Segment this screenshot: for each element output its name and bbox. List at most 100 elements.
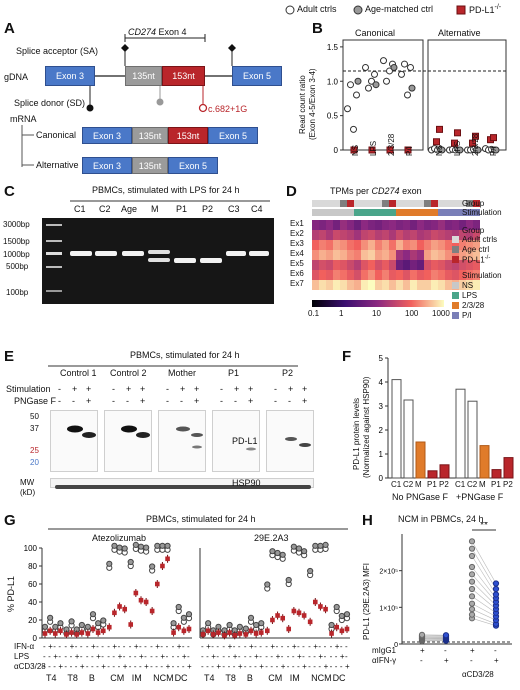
heatmap-cell (382, 230, 389, 240)
panel-g-sign: + (123, 662, 128, 671)
heatmap-cell (326, 270, 333, 280)
panel-f-xlabel: M (479, 480, 486, 489)
panel-g-sign: - (150, 642, 153, 651)
panel-g-sign: + (155, 642, 160, 651)
heatmap-stim-cell (389, 209, 396, 216)
panel-g-sign: - (330, 652, 333, 661)
panel-g-adult-point (101, 618, 106, 623)
splice-acceptor-label: Splice acceptor (SA) (16, 46, 98, 56)
heatmap-stim-cell (347, 209, 354, 216)
panel-g-adult-point (339, 613, 344, 618)
panel-g-adult-point (90, 612, 95, 617)
panel-g-sign: - (160, 642, 163, 651)
panel-h-point (469, 594, 474, 599)
heatmap-cell (333, 230, 340, 240)
legend-adult-label: Adult ctrls (297, 4, 337, 14)
panel-g-sign: + (101, 662, 106, 671)
panel-g-adult-point (144, 545, 149, 550)
legend-swatch (452, 236, 459, 243)
panel-g-sign: - (228, 662, 231, 671)
heatmap-stim-cell (445, 209, 452, 216)
band (191, 433, 203, 437)
heatmap-cell (354, 240, 361, 250)
panel-g-adult-point (150, 564, 155, 569)
panel-g-sign: - (276, 642, 279, 651)
canonical-label: Canonical (36, 130, 76, 140)
panel-g-pd-point (318, 604, 323, 609)
panel-g-sign: + (216, 662, 221, 671)
heatmap-cell (438, 240, 445, 250)
heatmap-cell (452, 270, 459, 280)
mrna-tree-lines (22, 125, 34, 167)
panel-g-sign: + (134, 642, 139, 651)
stim-sign: + (234, 384, 239, 394)
blot-control1-bands (51, 411, 99, 473)
panel-g-adult-point (165, 543, 170, 548)
panel-g-sign: - (222, 642, 225, 651)
panel-g-sign: - (118, 642, 121, 651)
panel-b-pd-point (434, 139, 440, 145)
heatmap-cell (445, 250, 452, 260)
heatmap-stim-cell (438, 209, 445, 216)
heatmap-scale-1: 1 (339, 309, 343, 318)
panel-h-point (469, 572, 474, 577)
mut-dot (200, 105, 207, 112)
panel-g-title: PBMCs, stimulated for 24 h (146, 514, 256, 524)
panel-g-sign: + (160, 652, 165, 661)
panel-g-sign: - (80, 652, 83, 661)
panel-d-title-gene: CD274 (372, 186, 400, 196)
heatmap-cell (424, 270, 431, 280)
heatmap-cell (319, 250, 326, 260)
heatmap-cell (438, 260, 445, 270)
panel-g-sign: - (187, 642, 190, 651)
panel-g-sign: - (292, 652, 295, 661)
canonical-exon5: Exon 5 (208, 127, 258, 144)
heatmap-cell (431, 250, 438, 260)
panel-h-point (443, 633, 448, 638)
panel-g-sign: - (216, 642, 219, 651)
panel-h-row-label: αIFN-γ (372, 656, 396, 665)
heatmap-cell (340, 250, 347, 260)
panel-g-ytick-label: 60 (28, 580, 37, 589)
panel-g-sign: - (324, 652, 327, 661)
panel-f-bar (492, 470, 501, 478)
panel-g-sign: - (233, 662, 236, 671)
heatmap-cell (424, 260, 431, 270)
panel-g-cell-t8: T8 (67, 673, 78, 683)
heatmap-cell (396, 240, 403, 250)
legend-swatch (452, 292, 459, 299)
panel-g-sign: - (177, 652, 180, 661)
heatmap-cell (333, 220, 340, 230)
panel-b-adult-point (351, 126, 357, 132)
heatmap-stim-cell (333, 209, 340, 216)
panel-g-sign: + (91, 642, 96, 651)
heatmap-exon-ex2: Ex2 (290, 229, 304, 238)
panel-g-adult-point (128, 559, 133, 564)
panel-g-adult-point (69, 619, 74, 624)
panel-g-adult-point (186, 612, 191, 617)
panel-f-xlabel: P1 (427, 480, 437, 489)
panel-g-ytick-label: 40 (28, 598, 37, 607)
panel-h-row-label: mIgG1 (372, 646, 396, 655)
png-sign: + (302, 396, 307, 406)
panel-f-bar (504, 458, 513, 478)
panel-b-pd-point (455, 130, 461, 136)
alternative-exon5: Exon 5 (168, 157, 218, 174)
panel-f-bar (416, 442, 425, 478)
panel-g-cell-dc: DC (175, 673, 188, 683)
pdl1-blot-label: PD-L1 (232, 436, 258, 446)
panel-e-letter: E (4, 348, 14, 365)
panel-g-sign: - (134, 652, 137, 661)
panel-b-xlabel: LPS (453, 141, 462, 156)
panel-g-cell-ncm: NCM (311, 673, 332, 683)
heatmap-cell (424, 280, 431, 290)
panel-g-sign: + (233, 652, 238, 661)
panel-g-pd-point (176, 625, 181, 630)
legend-adult-marker (286, 6, 294, 14)
panel-g-pd-point (182, 629, 187, 634)
hsp90-blot-label: HSP90 (232, 478, 261, 488)
panel-f-group-2: +PNGase F (456, 492, 503, 502)
heatmap-cell (354, 270, 361, 280)
sd-dot (87, 105, 94, 112)
panel-g-pd-point (165, 557, 170, 562)
